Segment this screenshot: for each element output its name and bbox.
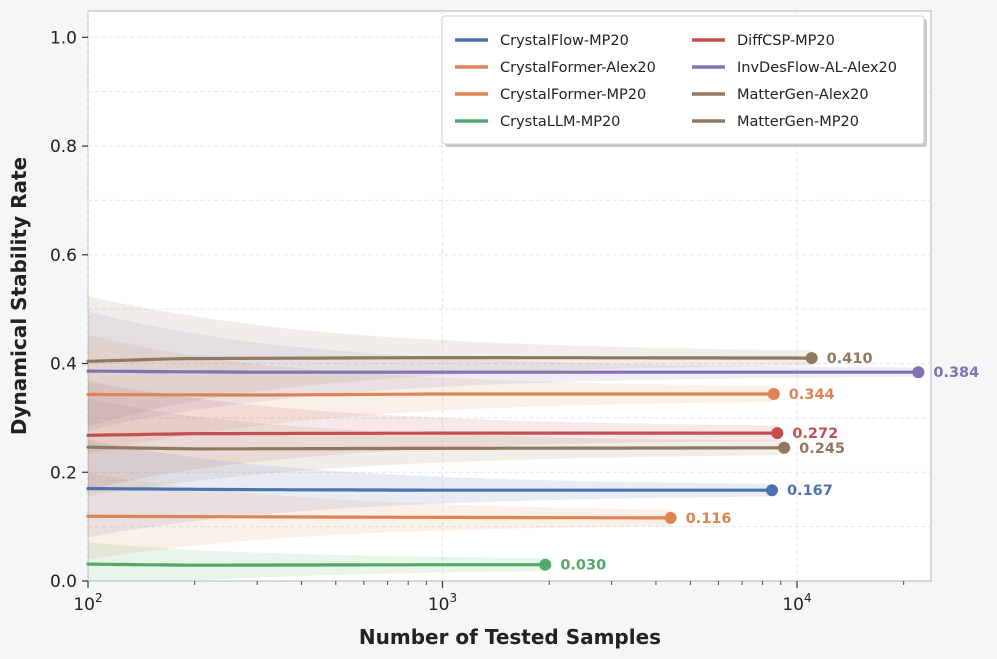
end-marker-CrystalFormer-MP20 bbox=[664, 511, 677, 524]
y-tick-label: 0.0 bbox=[50, 572, 77, 592]
end-label-MatterGen-MP20: 0.245 bbox=[799, 441, 845, 457]
series-lines bbox=[86, 356, 921, 567]
x-tick-label: 104 bbox=[782, 591, 811, 615]
line-InvDesFlow-AL-Alex20 bbox=[86, 369, 921, 374]
y-axis-title: Dynamical Stability Rate bbox=[7, 157, 31, 435]
end-value-labels: 0.167 0.344 0.116 0.030 0.272 0.384 0.410 0.245 bbox=[560, 351, 979, 574]
band-MatterGen-Alex20 bbox=[88, 296, 812, 427]
end-marker-MatterGen-MP20 bbox=[778, 441, 791, 454]
end-marker-CrystalFormer-Alex20 bbox=[767, 387, 780, 400]
legend-label-CrystalFormer-MP20: CrystalFormer-MP20 bbox=[500, 87, 646, 103]
legend-label-CrystalFlow-MP20: CrystalFlow-MP20 bbox=[500, 33, 629, 49]
line-CrystalFormer-MP20 bbox=[86, 514, 673, 520]
end-label-DiffCSP-MP20: 0.272 bbox=[792, 426, 838, 442]
band-DiffCSP-MP20 bbox=[88, 380, 778, 490]
x-tick-label: 103 bbox=[428, 591, 457, 615]
end-label-CrystalFlow-MP20: 0.167 bbox=[787, 483, 833, 499]
end-label-CrystaLLM-MP20: 0.030 bbox=[560, 558, 606, 574]
line-CrystaLLM-MP20 bbox=[86, 562, 547, 567]
end-label-MatterGen-Alex20: 0.410 bbox=[827, 351, 873, 367]
y-axis: 0.0 0.2 0.4 0.6 0.8 1.0 bbox=[50, 28, 88, 592]
end-marker-DiffCSP-MP20 bbox=[771, 427, 784, 440]
legend-label-MatterGen-Alex20: MatterGen-Alex20 bbox=[737, 87, 869, 103]
line-MatterGen-MP20 bbox=[86, 445, 786, 451]
band-CrystaLLM-MP20 bbox=[88, 542, 546, 581]
x-tick-label: 102 bbox=[73, 591, 102, 615]
x-axis: 102 103 104 bbox=[73, 581, 905, 615]
legend: CrystalFlow-MP20 CrystalFormer-Alex20 Crys… bbox=[441, 15, 927, 147]
legend-label-CrystalFormer-Alex20: CrystalFormer-Alex20 bbox=[500, 60, 656, 76]
end-markers bbox=[539, 352, 925, 571]
legend-label-DiffCSP-MP20: DiffCSP-MP20 bbox=[737, 33, 835, 49]
line-CrystalFlow-MP20 bbox=[86, 487, 774, 492]
legend-label-MatterGen-MP20: MatterGen-MP20 bbox=[737, 114, 859, 130]
line-CrystalFormer-Alex20 bbox=[86, 392, 776, 397]
end-label-CrystalFormer-Alex20: 0.344 bbox=[789, 387, 835, 403]
end-label-CrystalFormer-MP20: 0.116 bbox=[686, 511, 732, 527]
legend-label-CrystaLLM-MP20: CrystaLLM-MP20 bbox=[500, 114, 620, 130]
line-DiffCSP-MP20 bbox=[86, 431, 779, 437]
x-axis-title: Number of Tested Samples bbox=[359, 625, 661, 649]
y-tick-label: 0.8 bbox=[50, 137, 77, 157]
y-tick-label: 0.6 bbox=[50, 246, 77, 266]
y-tick-label: 0.4 bbox=[50, 355, 77, 375]
end-marker-CrystalFlow-MP20 bbox=[765, 484, 778, 497]
legend-box bbox=[441, 15, 925, 145]
legend-label-InvDesFlow-AL-Alex20: InvDesFlow-AL-Alex20 bbox=[737, 60, 897, 76]
end-marker-InvDesFlow-AL-Alex20 bbox=[912, 366, 925, 379]
end-marker-CrystaLLM-MP20 bbox=[539, 558, 552, 571]
y-tick-label: 0.2 bbox=[50, 463, 77, 483]
end-label-InvDesFlow-AL-Alex20: 0.384 bbox=[933, 365, 979, 381]
end-marker-MatterGen-Alex20 bbox=[805, 352, 818, 365]
y-tick-label: 1.0 bbox=[50, 28, 77, 48]
band-CrystalFlow-MP20 bbox=[88, 439, 772, 538]
line-MatterGen-Alex20 bbox=[86, 356, 814, 363]
